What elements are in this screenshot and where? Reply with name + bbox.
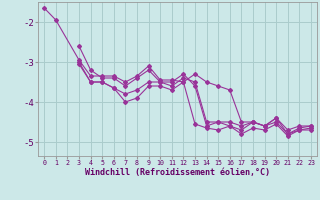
X-axis label: Windchill (Refroidissement éolien,°C): Windchill (Refroidissement éolien,°C) (85, 168, 270, 177)
